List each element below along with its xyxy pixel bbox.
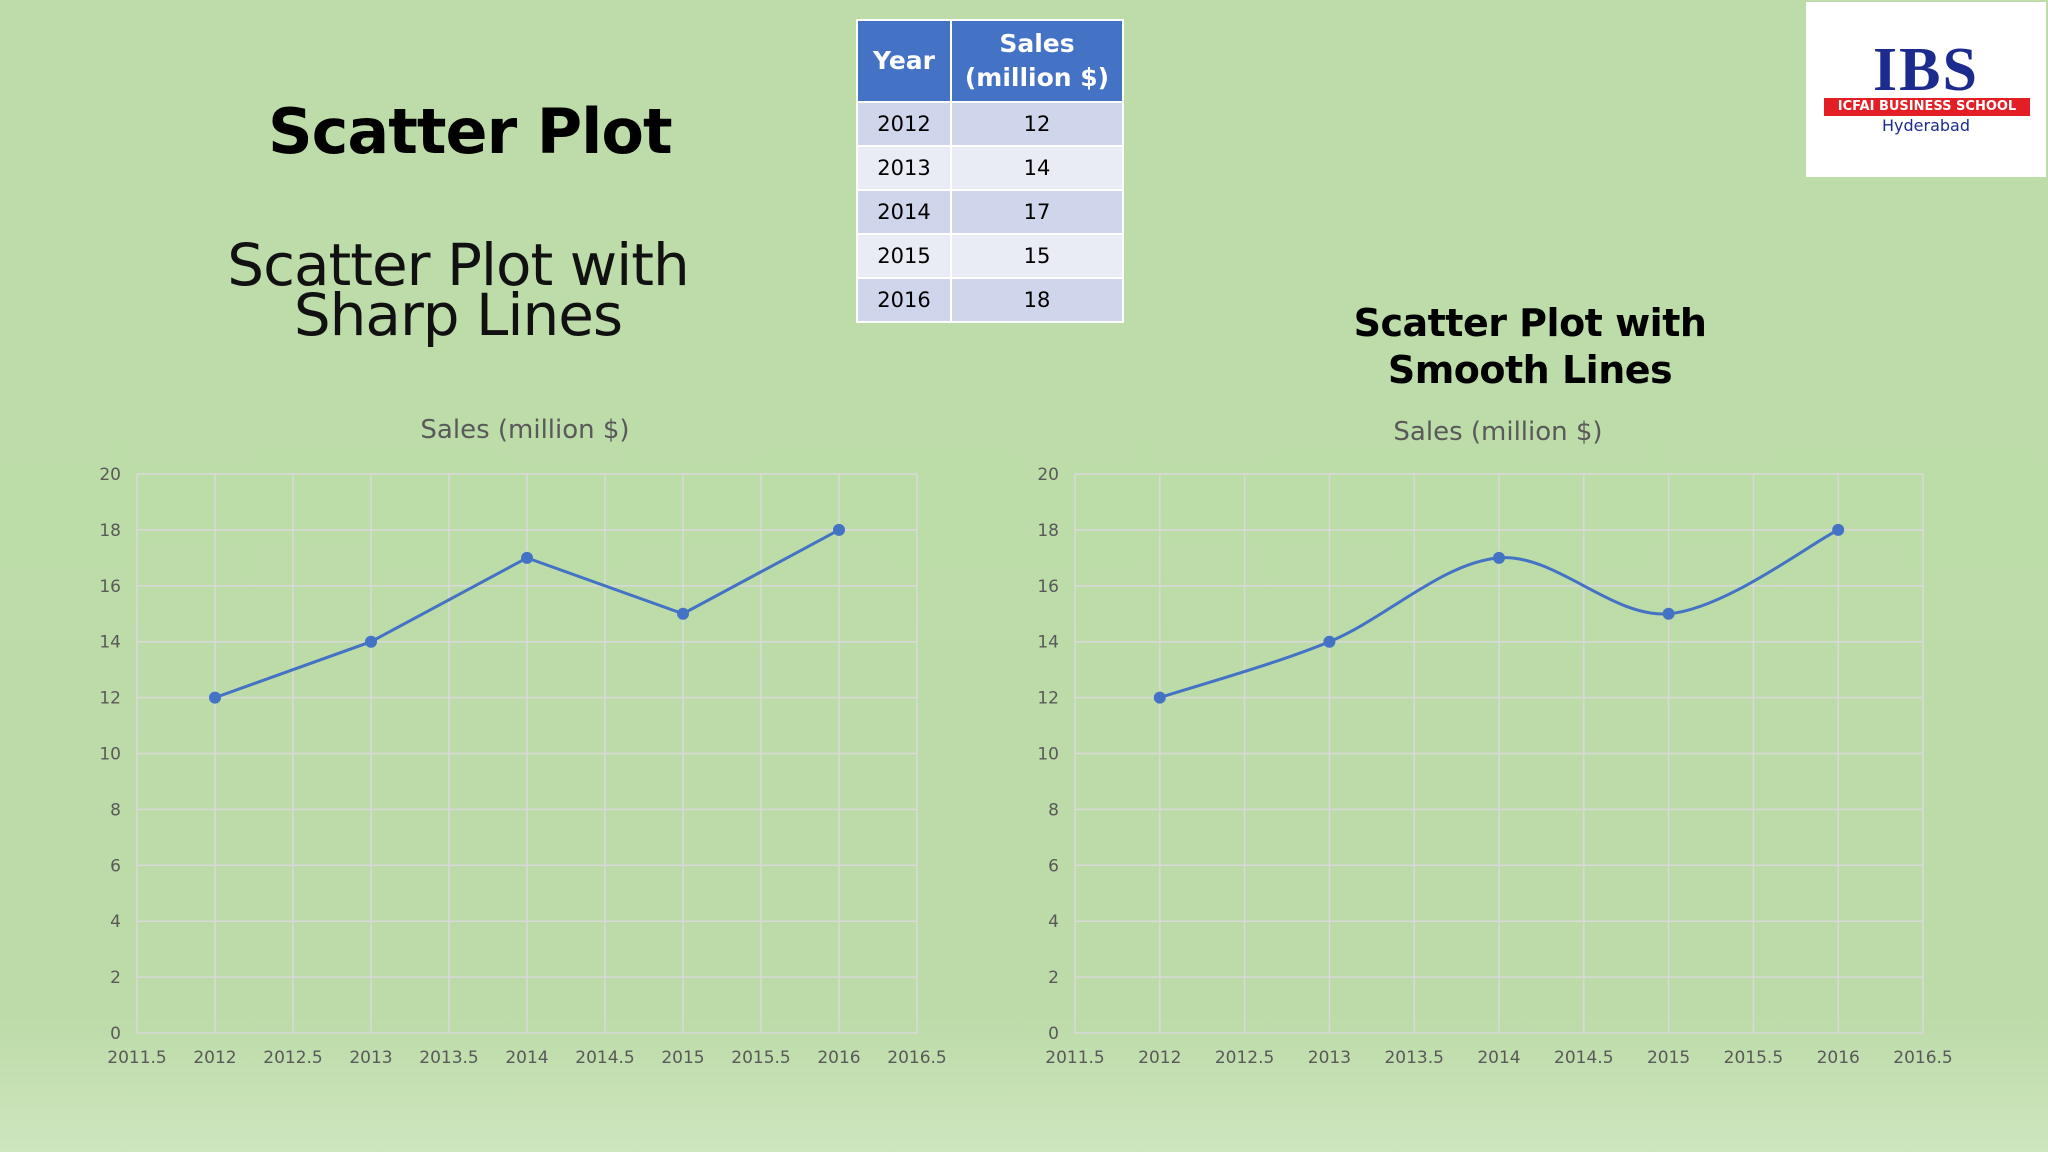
- x-tick-label: 2012.5: [1215, 1048, 1274, 1068]
- header-sales: Sales (million $): [950, 19, 1124, 103]
- y-tick-label: 18: [1037, 521, 1059, 541]
- cell-sales: 14: [950, 145, 1124, 191]
- logo-school-band: ICFAI BUSINESS SCHOOL: [1824, 98, 2030, 116]
- header-year: Year: [856, 19, 952, 103]
- x-tick-label: 2015.5: [1724, 1048, 1783, 1068]
- data-point: [1832, 523, 1845, 536]
- right-heading-line-1: Scatter Plot with: [1353, 301, 1707, 345]
- left-heading-line-1: Scatter Plot with: [227, 231, 690, 299]
- x-tick-label: 2013.5: [1384, 1048, 1443, 1068]
- cell-sales: 12: [950, 101, 1124, 147]
- x-tick-label: 2012.5: [263, 1048, 322, 1068]
- sharp-lines-scatter-chart: Sales (million $)2011.5 2012 2012.5 2013 201…: [99, 415, 946, 1068]
- logo-ibs-text: IBS: [1873, 36, 1979, 104]
- x-tick-label: 2015: [1647, 1048, 1690, 1068]
- x-tick-label: 2011.5: [1045, 1048, 1104, 1068]
- cell-year: 2014: [856, 189, 952, 235]
- cell-sales: 18: [950, 277, 1124, 323]
- sales-data-table: Year Sales (million $) 2012 12 2013 14 2…: [856, 19, 1124, 323]
- data-point: [677, 607, 689, 620]
- data-point: [365, 635, 377, 648]
- y-tick-label: 6: [110, 856, 121, 876]
- y-tick-label: 8: [110, 800, 121, 820]
- table-row: 2015 15: [856, 233, 1124, 279]
- chart-title: Sales (million $): [1393, 417, 1602, 447]
- x-tick-label: 2012: [1138, 1048, 1181, 1068]
- y-tick-label: 4: [110, 912, 121, 932]
- x-tick-label: 2013.5: [419, 1048, 478, 1068]
- data-point: [1493, 551, 1505, 564]
- data-point: [833, 523, 845, 536]
- cell-sales: 15: [950, 233, 1124, 279]
- data-point: [1662, 607, 1675, 620]
- left-chart-heading: Scatter Plot with Sharp Lines: [180, 231, 736, 349]
- y-tick-label: 0: [110, 1024, 121, 1044]
- cell-year: 2013: [856, 145, 952, 191]
- x-tick-label: 2014.5: [575, 1048, 634, 1068]
- data-point: [1323, 635, 1336, 648]
- logo-city: Hyderabad: [1882, 116, 1970, 135]
- y-tick-label: 14: [99, 633, 121, 653]
- y-tick-label: 4: [1048, 912, 1059, 932]
- right-chart-heading: Scatter Plot with Smooth Lines: [1330, 300, 1730, 394]
- y-tick-label: 2: [1048, 968, 1059, 988]
- x-tick-label: 2016.5: [1893, 1048, 1952, 1068]
- table-row: 2012 12: [856, 101, 1124, 147]
- x-tick-label: 2016: [1817, 1048, 1860, 1068]
- header-sales-line-2: (million $): [964, 63, 1110, 92]
- x-tick-label: 2015: [661, 1048, 704, 1068]
- x-tick-label: 2016.5: [887, 1048, 946, 1068]
- x-tick-label: 2015.5: [731, 1048, 790, 1068]
- table-row: 2013 14: [856, 145, 1124, 191]
- right-heading-line-2: Smooth Lines: [1387, 348, 1673, 392]
- x-tick-label: 2012: [193, 1048, 236, 1068]
- y-tick-label: 20: [1037, 465, 1059, 485]
- cell-year: 2012: [856, 101, 952, 147]
- table-row: 2016 18: [856, 277, 1124, 323]
- cell-year: 2016: [856, 277, 952, 323]
- y-tick-label: 12: [99, 689, 121, 709]
- x-tick-label: 2014.5: [1554, 1048, 1613, 1068]
- y-tick-label: 16: [99, 577, 121, 597]
- data-point: [209, 691, 221, 704]
- data-point: [1153, 691, 1166, 704]
- x-tick-label: 2014: [1477, 1048, 1520, 1068]
- slide-title: Scatter Plot: [268, 95, 673, 168]
- y-tick-label: 2: [110, 968, 121, 988]
- y-tick-label: 12: [1037, 689, 1059, 709]
- table-header-row: Year Sales (million $): [856, 19, 1124, 103]
- x-tick-label: 2011.5: [107, 1048, 166, 1068]
- cell-sales: 17: [950, 189, 1124, 235]
- y-tick-label: 10: [1037, 745, 1059, 765]
- table-row: 2014 17: [856, 189, 1124, 235]
- ibs-logo: IBS ICFAI BUSINESS SCHOOL Hyderabad: [1806, 2, 2046, 177]
- data-point: [521, 551, 533, 564]
- y-tick-label: 16: [1037, 577, 1059, 597]
- y-tick-label: 6: [1048, 856, 1059, 876]
- y-tick-label: 18: [99, 521, 121, 541]
- chart-title: Sales (million $): [420, 415, 629, 445]
- y-tick-label: 10: [99, 745, 121, 765]
- x-tick-label: 2013: [1308, 1048, 1351, 1068]
- smooth-lines-scatter-chart: Sales (million $)2011.5 2012 2012.5 2013 201…: [1037, 417, 1952, 1068]
- y-tick-label: 0: [1048, 1024, 1059, 1044]
- x-tick-label: 2014: [505, 1048, 548, 1068]
- y-tick-label: 14: [1037, 633, 1059, 653]
- y-tick-label: 20: [99, 465, 121, 485]
- x-tick-label: 2016: [817, 1048, 860, 1068]
- left-heading-line-2: Sharp Lines: [293, 281, 623, 349]
- header-sales-line-1: Sales: [999, 29, 1075, 58]
- y-tick-label: 8: [1048, 800, 1059, 820]
- cell-year: 2015: [856, 233, 952, 279]
- x-tick-label: 2013: [349, 1048, 392, 1068]
